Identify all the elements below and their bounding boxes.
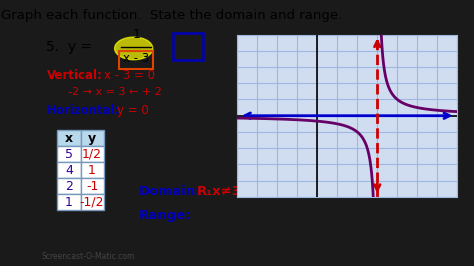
Bar [57, 194, 81, 210]
Text: 5.  y =: 5. y = [46, 40, 92, 53]
Bar [57, 146, 81, 162]
Bar [57, 130, 81, 146]
Bar [57, 178, 81, 194]
Text: Range:: Range: [139, 209, 191, 222]
Text: -1/2: -1/2 [80, 196, 104, 209]
Text: 1/2: 1/2 [82, 148, 102, 161]
Text: Vertical:: Vertical: [46, 69, 102, 82]
Text: R₁x≠3: R₁x≠3 [196, 185, 241, 198]
Ellipse shape [115, 37, 153, 60]
Text: 1: 1 [132, 28, 140, 41]
Text: 1: 1 [88, 164, 96, 177]
Text: 1: 1 [65, 196, 73, 209]
Text: 2: 2 [65, 180, 73, 193]
Bar [81, 146, 104, 162]
Bar [81, 178, 104, 194]
Text: Horizontal:: Horizontal: [46, 104, 120, 117]
Text: Graph each function.  State the domain and range.: Graph each function. State the domain an… [1, 10, 342, 22]
Text: y = 0: y = 0 [117, 104, 149, 117]
Bar [81, 130, 104, 146]
Text: x: x [65, 132, 73, 145]
Bar [81, 162, 104, 178]
Text: Domain:: Domain: [139, 185, 201, 198]
Text: y: y [88, 132, 96, 145]
Text: x - 3 = 0: x - 3 = 0 [104, 69, 155, 82]
Text: 5: 5 [65, 148, 73, 161]
Text: -1: -1 [86, 180, 98, 193]
Text: Screencast-O-Matic.com: Screencast-O-Matic.com [41, 252, 134, 261]
Text: x - 3: x - 3 [123, 52, 149, 65]
Bar [57, 162, 81, 178]
Text: -2 → x = 3 ← + 2: -2 → x = 3 ← + 2 [68, 87, 162, 97]
Text: 4: 4 [65, 164, 73, 177]
Bar [81, 194, 104, 210]
